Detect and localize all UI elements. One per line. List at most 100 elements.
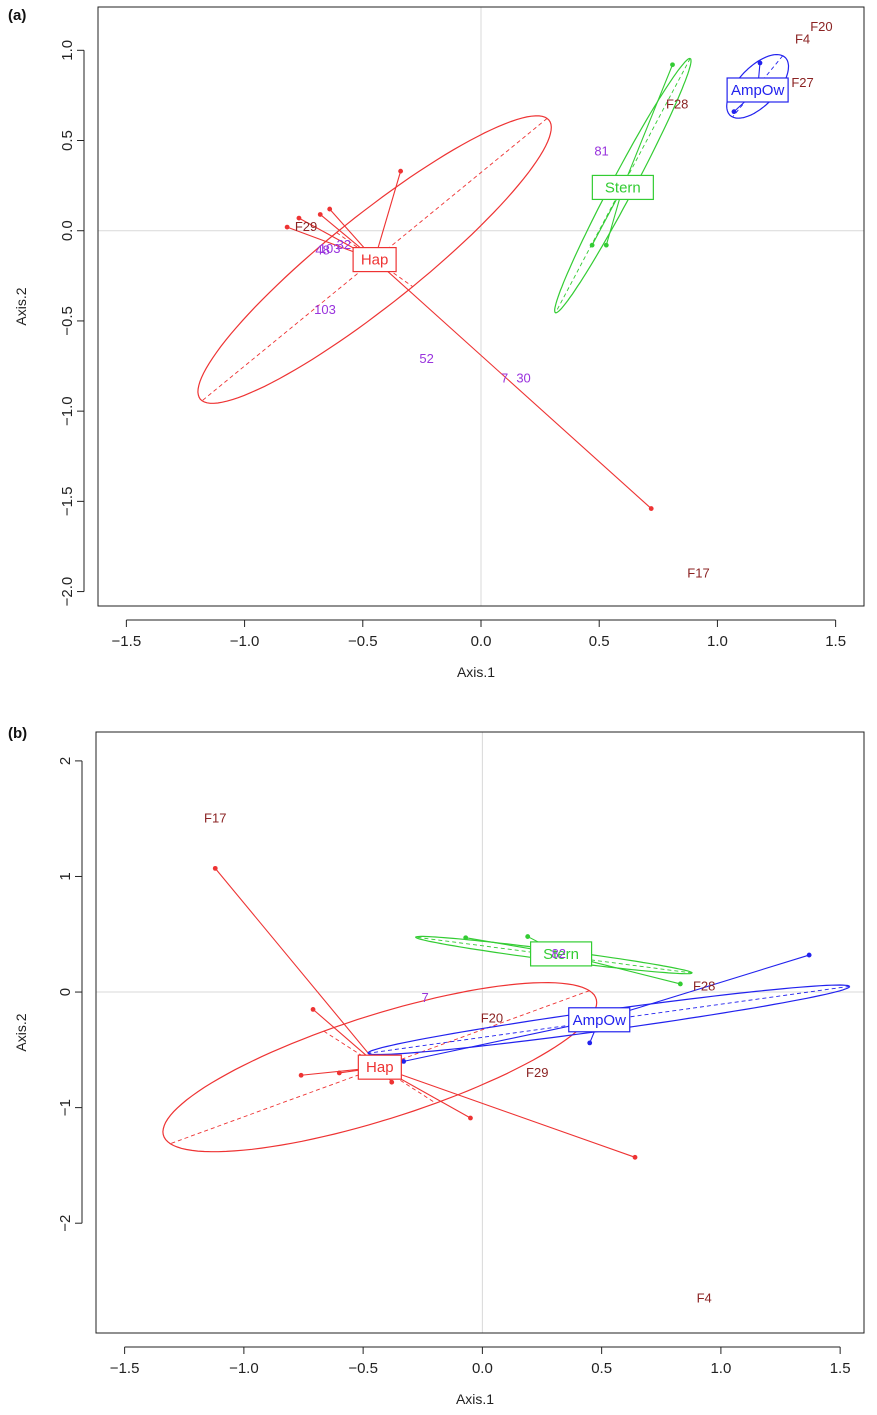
data-point: [298, 1072, 304, 1078]
family-label: F29: [295, 219, 317, 234]
x-tick-label: −1.5: [110, 1360, 140, 1377]
x-tick-label: 0.0: [472, 1360, 493, 1377]
sample-label: 52: [419, 351, 433, 366]
ellipse-minor-axis: [336, 232, 413, 288]
y-tick-label: −1.5: [59, 487, 76, 517]
spoke-line: [622, 64, 674, 188]
y-tick-label: −0.5: [59, 306, 76, 336]
y-axis-title: Axis.2: [13, 1013, 29, 1051]
x-tick-label: −1.0: [229, 1360, 259, 1377]
x-tick-label: 0.5: [589, 633, 610, 650]
group-label-hap: Hap: [361, 252, 389, 269]
x-tick-label: 1.5: [830, 1360, 851, 1377]
y-tick-label: 0.0: [59, 220, 76, 241]
x-tick-label: 1.0: [707, 633, 728, 650]
plot-frame: [97, 6, 865, 607]
x-tick-label: 0.0: [471, 633, 492, 650]
panel-tag: (b): [8, 725, 27, 742]
data-point: [731, 109, 737, 115]
group-label-box: [591, 174, 654, 201]
data-point: [603, 242, 609, 248]
data-point: [468, 1115, 473, 1121]
pcoa-plot-a: HapSternAmpOwF20F4F27F28F29F178148103321…: [8, 6, 865, 680]
sample-label: 82: [551, 946, 565, 961]
x-tick-label: −0.5: [348, 1360, 378, 1377]
group-label-ampow: AmpOw: [731, 82, 785, 99]
data-point: [327, 206, 333, 212]
y-tick-label: 0: [57, 988, 74, 996]
data-point: [336, 1070, 342, 1076]
ellipse-major-axis: [732, 55, 784, 118]
sample-label: 7: [501, 371, 508, 386]
data-point: [284, 224, 290, 230]
y-tick-label: 1.0: [59, 40, 76, 61]
x-tick-label: 1.0: [710, 1360, 731, 1377]
y-axis-title: Axis.2: [13, 287, 29, 325]
y-tick-label: −1.0: [59, 396, 76, 426]
sample-label: 103: [319, 241, 341, 256]
family-label: F27: [791, 75, 813, 90]
y-tick-label: 2: [57, 757, 74, 765]
group-label-box: [568, 1007, 631, 1033]
family-label: F17: [687, 566, 709, 581]
ellipse-hap: [162, 981, 598, 1153]
ellipse-major-axis: [415, 936, 693, 974]
spoke-line: [599, 954, 810, 1021]
spoke-line: [379, 1066, 636, 1158]
data-point: [806, 952, 812, 958]
group-label-box: [352, 246, 397, 273]
family-label: F17: [204, 811, 226, 826]
data-point: [296, 215, 302, 221]
family-label: F20: [810, 19, 832, 34]
group-label-box: [357, 1054, 402, 1080]
spoke-line: [403, 1019, 600, 1062]
y-tick-label: 1: [57, 872, 74, 880]
family-label: F29: [526, 1065, 548, 1080]
family-label: F28: [666, 96, 688, 111]
data-point: [389, 1079, 395, 1085]
data-point: [632, 1154, 638, 1160]
panel-tag: (a): [8, 7, 26, 24]
sample-label: 7: [422, 990, 429, 1005]
y-tick-label: −1: [57, 1099, 74, 1116]
ellipse-major-axis: [201, 118, 548, 402]
y-tick-label: −2: [57, 1215, 74, 1232]
ellipse-major-axis: [170, 990, 590, 1145]
y-tick-label: 0.5: [59, 130, 76, 151]
ellipse-hap: [197, 115, 552, 404]
group-label-hap: Hap: [366, 1059, 394, 1076]
panel-a: Hap Stern AmpOw F20 F4 F27 F28 F29 F17 81 48 103 32 1…: [0, 0, 877, 700]
x-tick-label: −1.5: [112, 633, 142, 650]
spoke-line: [374, 171, 402, 260]
data-point: [310, 1006, 316, 1012]
group-label-stern: Stern: [543, 946, 579, 963]
data-point: [398, 168, 404, 174]
y-tick-label: −2.0: [59, 577, 76, 607]
pcoa-plot-b: Hap Stern AmpOw F17 F28 F20 F29 F4 7 82 −1.5 −1.0 −0…: [8, 725, 865, 1407]
x-axis-title: Axis.1: [457, 664, 495, 680]
x-axis-title: Axis.1: [456, 1391, 494, 1407]
spoke-line: [374, 259, 652, 509]
x-tick-label: −0.5: [348, 633, 378, 650]
sample-label: 32: [337, 237, 351, 252]
plot-frame: [95, 731, 865, 1334]
group-hap: [162, 865, 638, 1160]
data-point: [317, 212, 323, 217]
family-label: F4: [697, 1290, 712, 1305]
data-point: [757, 60, 763, 66]
data-point: [401, 1058, 407, 1064]
group-hap: [197, 115, 654, 511]
group-label-ampow: AmpOw: [573, 1012, 627, 1029]
data-point: [212, 865, 218, 871]
sample-label: 48: [315, 243, 329, 258]
group-label-box: [529, 941, 593, 967]
data-point: [525, 934, 531, 939]
sample-label: 81: [594, 143, 608, 158]
x-tick-label: 0.5: [591, 1360, 612, 1377]
group-label-stern: Stern: [605, 179, 641, 196]
group-label-box: [726, 77, 789, 103]
data-point: [648, 506, 654, 511]
x-tick-label: −1.0: [230, 633, 260, 650]
family-label: F20: [481, 1011, 503, 1026]
data-point: [670, 62, 675, 68]
